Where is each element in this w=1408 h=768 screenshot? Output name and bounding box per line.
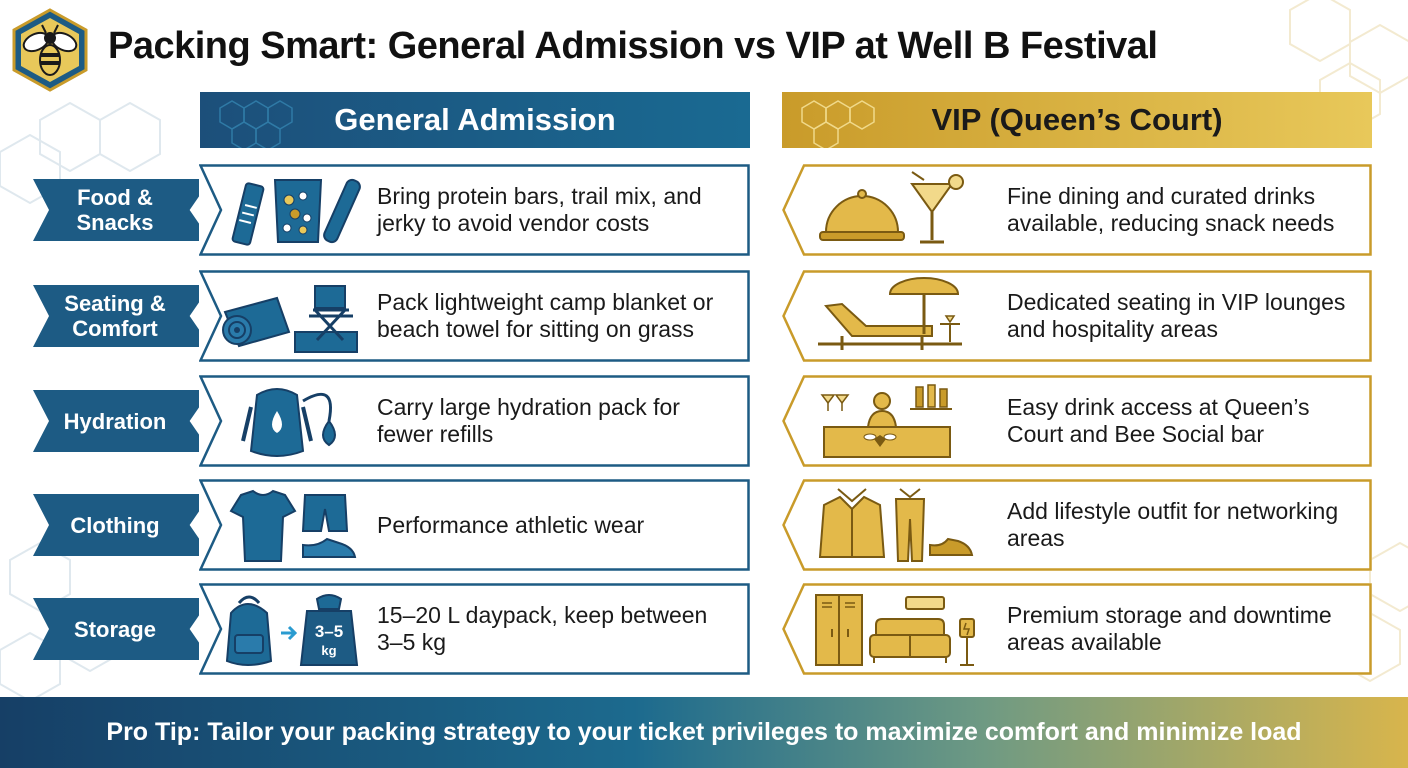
general-card-seating-comfort: Pack lightweight camp blanket or beach t… bbox=[199, 270, 750, 362]
general-text-food-snacks: Bring protein bars, trail mix, and jerky… bbox=[377, 183, 702, 236]
cloche-cocktail-icon bbox=[819, 171, 964, 244]
vip-card-clothing: Add lifestyle outfit for networking area… bbox=[782, 479, 1372, 571]
general-text-clothing: Performance athletic wear bbox=[377, 511, 645, 538]
vip-card-food-snacks: Fine dining and curated drinks available… bbox=[782, 164, 1372, 256]
general-admission-title: General Admission bbox=[334, 102, 616, 137]
general-text-storage: 15–20 L daypack, keep between 3–5 kg bbox=[377, 602, 708, 655]
header-honeycomb-pattern bbox=[801, 100, 875, 148]
page-title: Packing Smart: General Admission vs VIP … bbox=[108, 25, 1158, 67]
vip-text-food-snacks: Fine dining and curated drinks available… bbox=[1007, 183, 1335, 236]
general-card-hydration: Carry large hydration pack for fewer ref… bbox=[199, 375, 750, 467]
vip-card-seating-comfort: Dedicated seating in VIP lounges and hos… bbox=[782, 270, 1372, 362]
lockers-sofa-icon bbox=[815, 594, 975, 666]
general-card-clothing: Performance athletic wear bbox=[199, 479, 750, 571]
header-honeycomb-pattern bbox=[219, 100, 293, 148]
vip-text-seating-comfort: Dedicated seating in VIP lounges and hos… bbox=[1007, 289, 1346, 342]
category-label-line1: Food & bbox=[77, 185, 153, 210]
general-admission-header: General Admission bbox=[200, 92, 750, 148]
suit-shoes-icon bbox=[818, 488, 974, 562]
category-label-line1: Clothing bbox=[70, 512, 160, 538]
general-card-food-snacks: Bring protein bars, trail mix, and jerky… bbox=[199, 164, 750, 256]
snack-bars-icon bbox=[231, 178, 361, 246]
category-seating-comfort: Seating & Comfort bbox=[33, 285, 211, 347]
lounge-chair-umbrella-icon bbox=[818, 277, 962, 350]
pro-tip-text: Pro Tip: Tailor your packing strategy to… bbox=[106, 718, 1302, 746]
weight-range-label: 3–5 bbox=[315, 622, 343, 641]
vip-title: VIP (Queen’s Court) bbox=[931, 102, 1223, 137]
vip-card-storage: Premium storage and downtime areas avail… bbox=[782, 583, 1372, 675]
category-label-line1: Storage bbox=[74, 616, 156, 642]
weight-unit-label: kg bbox=[321, 643, 336, 658]
card-border bbox=[199, 375, 750, 467]
category-storage: Storage bbox=[33, 598, 211, 660]
vip-header: VIP (Queen’s Court) bbox=[782, 92, 1372, 148]
athletic-wear-icon bbox=[229, 489, 357, 562]
blanket-chair-icon bbox=[222, 285, 358, 353]
hydration-pack-icon bbox=[241, 388, 336, 457]
category-clothing: Clothing bbox=[33, 494, 211, 556]
bartender-bar-icon bbox=[820, 384, 952, 458]
category-label-line2: Comfort bbox=[72, 316, 158, 341]
bee-logo-icon bbox=[12, 8, 88, 92]
category-label-line1: Hydration bbox=[63, 408, 167, 434]
general-text-hydration: Carry large hydration pack for fewer ref… bbox=[377, 394, 680, 447]
category-label-line2: Snacks bbox=[76, 210, 154, 235]
general-text-seating-comfort: Pack lightweight camp blanket or beach t… bbox=[377, 289, 714, 342]
vip-text-hydration: Easy drink access at Queen’s Court and B… bbox=[1007, 394, 1310, 447]
general-card-storage: 3–5 kg 15–20 L daypack, keep between 3–5… bbox=[199, 583, 750, 675]
category-hydration: Hydration bbox=[33, 390, 211, 452]
vip-card-hydration: Easy drink access at Queen’s Court and B… bbox=[782, 375, 1372, 467]
vip-text-storage: Premium storage and downtime areas avail… bbox=[1007, 602, 1332, 655]
daypack-weight-icon: 3–5 kg bbox=[225, 594, 359, 666]
pro-tip-banner: Pro Tip: Tailor your packing strategy to… bbox=[0, 697, 1408, 768]
category-food-snacks: Food & Snacks bbox=[33, 179, 211, 241]
vip-text-clothing: Add lifestyle outfit for networking area… bbox=[1007, 498, 1339, 551]
category-label-line1: Seating & bbox=[64, 291, 166, 316]
